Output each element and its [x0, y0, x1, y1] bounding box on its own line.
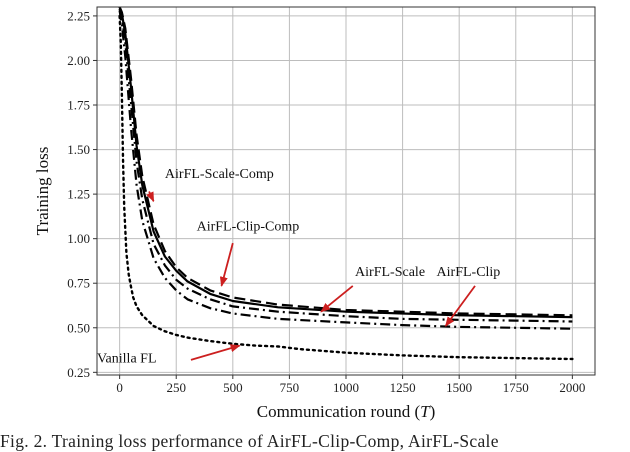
annotation-arrow-airfl-clip: [444, 285, 476, 327]
annotation-label-airfl-scale-comp: AirFL-Scale-Comp: [165, 167, 274, 182]
y-axis-title: Training loss: [33, 147, 52, 236]
y-tick-label: 1.50: [67, 142, 90, 157]
grid: [97, 7, 595, 375]
y-tick-label: 1.75: [67, 98, 90, 113]
annotation-label-airfl-scale: AirFL-Scale: [355, 265, 425, 280]
y-tick-label: 0.75: [67, 276, 90, 291]
annotations: AirFL-Scale-Comp AirFL-Clip-Comp AirFL-Sca…: [97, 167, 500, 366]
annotation-arrow-airfl-clip-comp: [219, 242, 234, 287]
x-tick-label: 750: [280, 380, 300, 395]
y-tick-label: 1.00: [67, 231, 90, 246]
annotation-label-vanilla-fl: Vanilla FL: [97, 352, 157, 367]
series-lines: [118, 6, 574, 361]
x-tick-label: 2000: [559, 380, 585, 395]
x-axis-title: Communication round (T): [257, 402, 436, 421]
figure-caption: Fig. 2. Training loss performance of Air…: [0, 431, 499, 451]
y-tick-label: 2.25: [67, 8, 90, 23]
series-line-airfl-scale: [118, 6, 573, 319]
annotation-arrow-airfl-scale-comp: [146, 191, 155, 203]
x-tick-label: 250: [166, 380, 186, 395]
y-tick-label: 0.50: [67, 320, 90, 335]
y-tick-label: 0.25: [67, 365, 90, 380]
series-line-vanilla-fl: [118, 14, 574, 361]
series-line-airfl-clip: [118, 10, 573, 330]
y-tick-label: 2.00: [67, 53, 90, 68]
training-loss-chart: 0 250 500 750 1000 1250 1500 1750 2000 0.25 0.50 0.…: [33, 6, 596, 421]
x-tick-label: 1750: [503, 380, 529, 395]
axis-ticks: 0 250 500 750 1000 1250 1500 1750 2000 0.25 0.50 0.…: [67, 8, 585, 395]
x-tick-label: 1000: [333, 380, 359, 395]
annotation-arrow-airfl-scale: [320, 285, 354, 313]
x-tick-label: 500: [223, 380, 243, 395]
annotation-label-airfl-clip: AirFL-Clip: [437, 265, 501, 280]
x-tick-label: 1250: [390, 380, 416, 395]
x-tick-label: 1500: [446, 380, 472, 395]
annotation-label-airfl-clip-comp: AirFL-Clip-Comp: [197, 220, 300, 235]
x-tick-label: 0: [116, 380, 123, 395]
series-line-airfl-clip-comp: [118, 8, 573, 323]
y-tick-label: 1.25: [67, 187, 90, 202]
annotation-arrow-vanilla-fl: [190, 344, 241, 361]
